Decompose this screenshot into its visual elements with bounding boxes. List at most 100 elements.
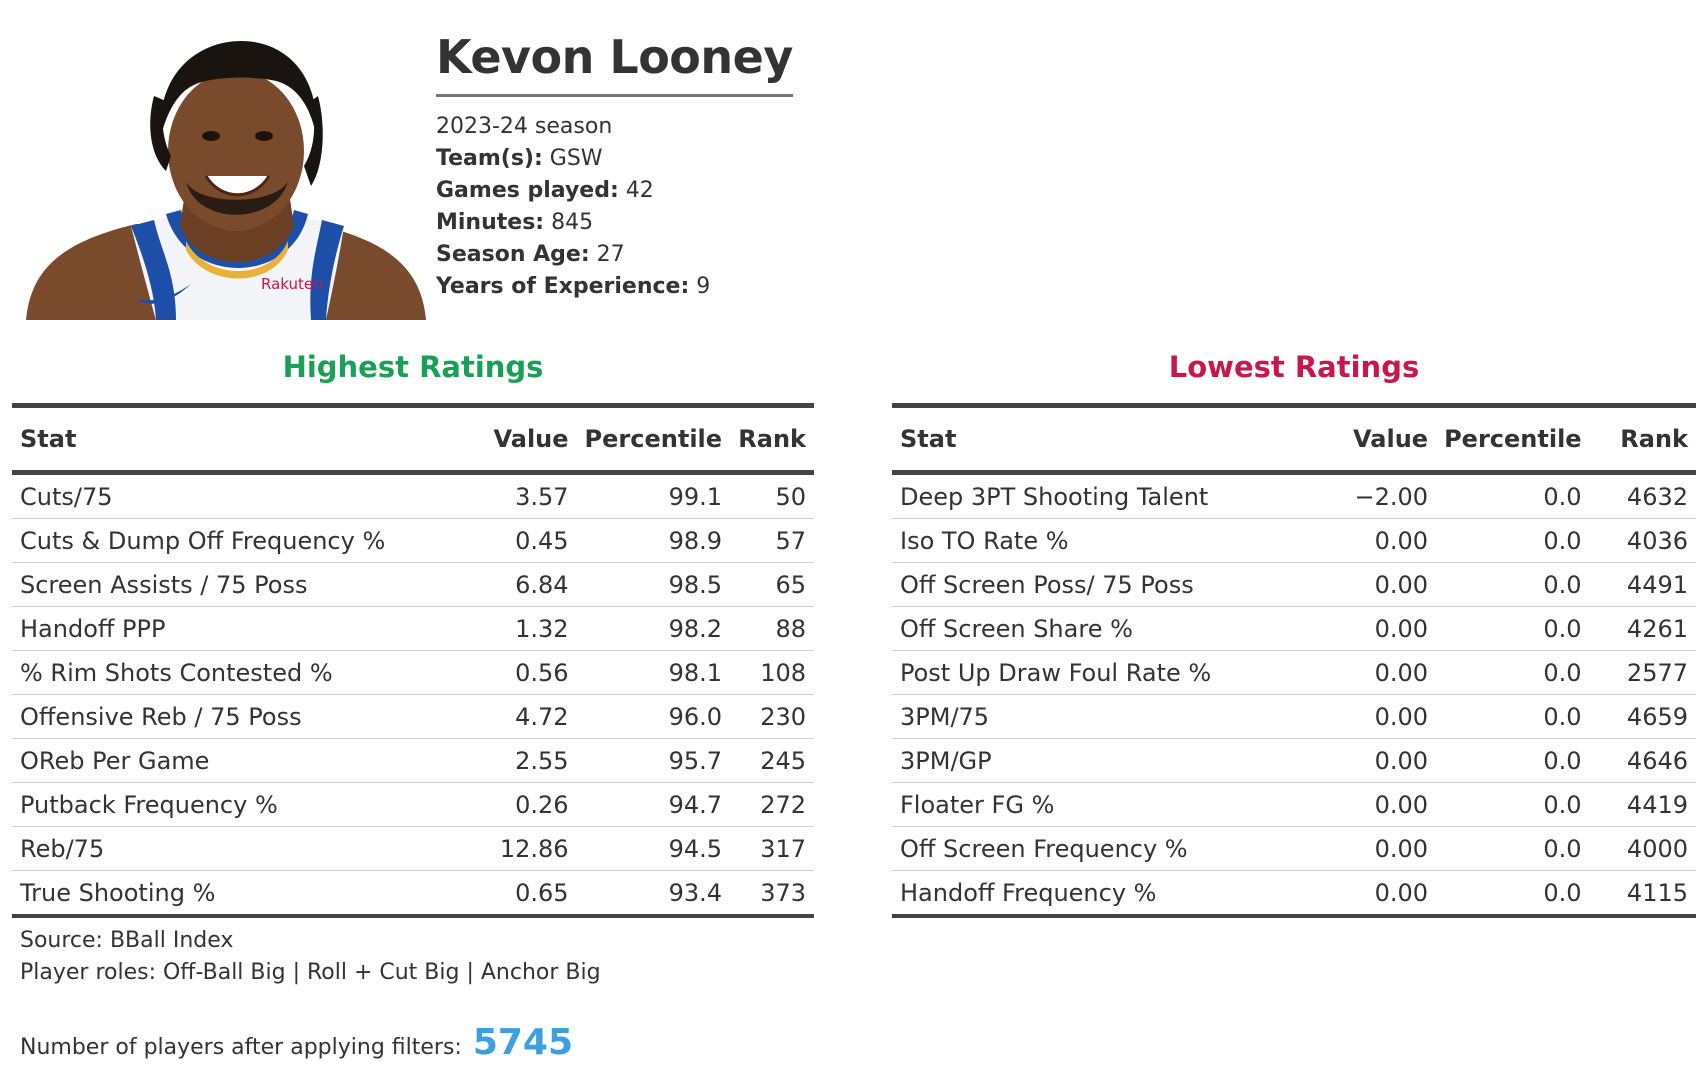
rank-cell: 4491 xyxy=(1589,562,1696,607)
percentile-cell: 93.4 xyxy=(576,870,731,918)
highest-ratings-table: Stat Value Percentile Rank Cuts/75 3.57 99… xyxy=(12,403,814,918)
column-header-percentile: Percentile xyxy=(576,403,731,475)
percentile-cell: 0.0 xyxy=(1436,518,1590,563)
stat-cell: Deep 3PT Shooting Talent xyxy=(892,472,1336,519)
rank-cell: 4659 xyxy=(1589,694,1696,739)
player-info-line: Season Age: 27 xyxy=(436,239,793,271)
percentile-cell: 0.0 xyxy=(1436,606,1590,651)
rank-cell: 88 xyxy=(730,606,814,651)
player-photo: Rakuten xyxy=(26,41,426,320)
rank-cell: 4036 xyxy=(1589,518,1696,563)
percentile-cell: 98.1 xyxy=(576,650,731,695)
stat-cell: Post Up Draw Foul Rate % xyxy=(892,650,1336,695)
player-count-value: 5745 xyxy=(472,1022,574,1063)
percentile-cell: 0.0 xyxy=(1436,472,1590,519)
stat-cell: Cuts & Dump Off Frequency % xyxy=(12,518,468,563)
percentile-cell: 94.5 xyxy=(576,826,731,871)
percentile-cell: 0.0 xyxy=(1436,650,1590,695)
table-header-row: Stat Value Percentile Rank xyxy=(892,403,1696,475)
rank-cell: 2577 xyxy=(1589,650,1696,695)
value-cell: 0.00 xyxy=(1335,782,1437,827)
stat-cell: Handoff PPP xyxy=(12,606,468,651)
stat-cell: OReb Per Game xyxy=(12,738,468,783)
stat-cell: Cuts/75 xyxy=(12,472,468,519)
column-header-value: Value xyxy=(1335,403,1437,475)
value-cell: 0.45 xyxy=(467,518,577,563)
season-label: 2023-24 season xyxy=(436,114,613,139)
rank-cell: 4000 xyxy=(1589,826,1696,871)
stat-cell: True Shooting % xyxy=(12,870,468,918)
value-cell: 0.00 xyxy=(1335,694,1437,739)
table-row: Screen Assists / 75 Poss 6.84 98.5 65 xyxy=(12,562,814,607)
stat-cell: Floater FG % xyxy=(892,782,1336,827)
highest-ratings-body: Cuts/75 3.57 99.1 50 Cuts & Dump Off Frequen… xyxy=(12,472,814,918)
source-note: Source: BBall Index xyxy=(20,928,234,953)
table-row: Handoff Frequency % 0.00 0.0 4115 xyxy=(892,870,1696,918)
highest-ratings-title: Highest Ratings xyxy=(282,350,544,384)
value-cell: 0.65 xyxy=(467,870,577,918)
stat-cell: Handoff Frequency % xyxy=(892,870,1336,918)
percentile-cell: 0.0 xyxy=(1436,694,1590,739)
value-cell: −2.00 xyxy=(1335,472,1437,519)
percentile-cell: 95.7 xyxy=(576,738,731,783)
percentile-cell: 96.0 xyxy=(576,694,731,739)
table-row: Deep 3PT Shooting Talent −2.00 0.0 4632 xyxy=(892,472,1696,519)
lowest-ratings-body: Deep 3PT Shooting Talent −2.00 0.0 4632 Iso … xyxy=(892,472,1696,918)
rank-cell: 4632 xyxy=(1589,472,1696,519)
column-header-value: Value xyxy=(467,403,577,475)
info-value: 9 xyxy=(689,274,711,299)
table-row: Offensive Reb / 75 Poss 4.72 96.0 230 xyxy=(12,694,814,739)
rank-cell: 4419 xyxy=(1589,782,1696,827)
player-info-line: Games played: 42 xyxy=(436,175,793,207)
info-value: 27 xyxy=(589,242,625,267)
percentile-cell: 94.7 xyxy=(576,782,731,827)
table-row: Iso TO Rate % 0.00 0.0 4036 xyxy=(892,518,1696,563)
value-cell: 4.72 xyxy=(467,694,577,739)
rank-cell: 108 xyxy=(730,650,814,695)
rank-cell: 4115 xyxy=(1589,870,1696,918)
value-cell: 0.00 xyxy=(1335,826,1437,871)
rank-cell: 57 xyxy=(730,518,814,563)
lowest-ratings-table: Stat Value Percentile Rank Deep 3PT Shoo… xyxy=(892,403,1696,918)
value-cell: 2.55 xyxy=(467,738,577,783)
rank-cell: 317 xyxy=(730,826,814,871)
value-cell: 12.86 xyxy=(467,826,577,871)
table-header-row: Stat Value Percentile Rank xyxy=(12,403,814,475)
stat-cell: Off Screen Frequency % xyxy=(892,826,1336,871)
player-info-line: Years of Experience: 9 xyxy=(436,271,793,303)
table-row: Handoff PPP 1.32 98.2 88 xyxy=(12,606,814,651)
column-header-rank: Rank xyxy=(1589,403,1696,475)
rank-cell: 50 xyxy=(730,472,814,519)
info-label: Games played: xyxy=(436,178,619,203)
percentile-cell: 0.0 xyxy=(1436,870,1590,918)
column-header-percentile: Percentile xyxy=(1436,403,1590,475)
info-label: Season Age: xyxy=(436,242,590,267)
value-cell: 1.32 xyxy=(467,606,577,651)
percentile-cell: 98.2 xyxy=(576,606,731,651)
info-value: GSW xyxy=(542,146,603,171)
rank-cell: 4646 xyxy=(1589,738,1696,783)
value-cell: 0.00 xyxy=(1335,870,1437,918)
player-info-line: Team(s): GSW xyxy=(436,143,793,175)
table-row: Cuts/75 3.57 99.1 50 xyxy=(12,472,814,519)
stat-cell: 3PM/75 xyxy=(892,694,1336,739)
stat-cell: % Rim Shots Contested % xyxy=(12,650,468,695)
percentile-cell: 99.1 xyxy=(576,472,731,519)
player-count-label: Number of players after applying filters… xyxy=(20,1035,462,1060)
table-row: Post Up Draw Foul Rate % 0.00 0.0 2577 xyxy=(892,650,1696,695)
rank-cell: 373 xyxy=(730,870,814,918)
percentile-cell: 0.0 xyxy=(1436,826,1590,871)
value-cell: 0.00 xyxy=(1335,562,1437,607)
value-cell: 0.00 xyxy=(1335,738,1437,783)
player-name: Kevon Looney xyxy=(436,30,793,97)
rank-cell: 245 xyxy=(730,738,814,783)
stat-cell: Offensive Reb / 75 Poss xyxy=(12,694,468,739)
rank-cell: 272 xyxy=(730,782,814,827)
table-row: Putback Frequency % 0.26 94.7 272 xyxy=(12,782,814,827)
rank-cell: 4261 xyxy=(1589,606,1696,651)
value-cell: 0.26 xyxy=(467,782,577,827)
player-header: Kevon Looney 2023-24 season Team(s): GSW… xyxy=(436,30,793,303)
table-row: Floater FG % 0.00 0.0 4419 xyxy=(892,782,1696,827)
percentile-cell: 98.5 xyxy=(576,562,731,607)
info-value: 845 xyxy=(544,210,594,235)
